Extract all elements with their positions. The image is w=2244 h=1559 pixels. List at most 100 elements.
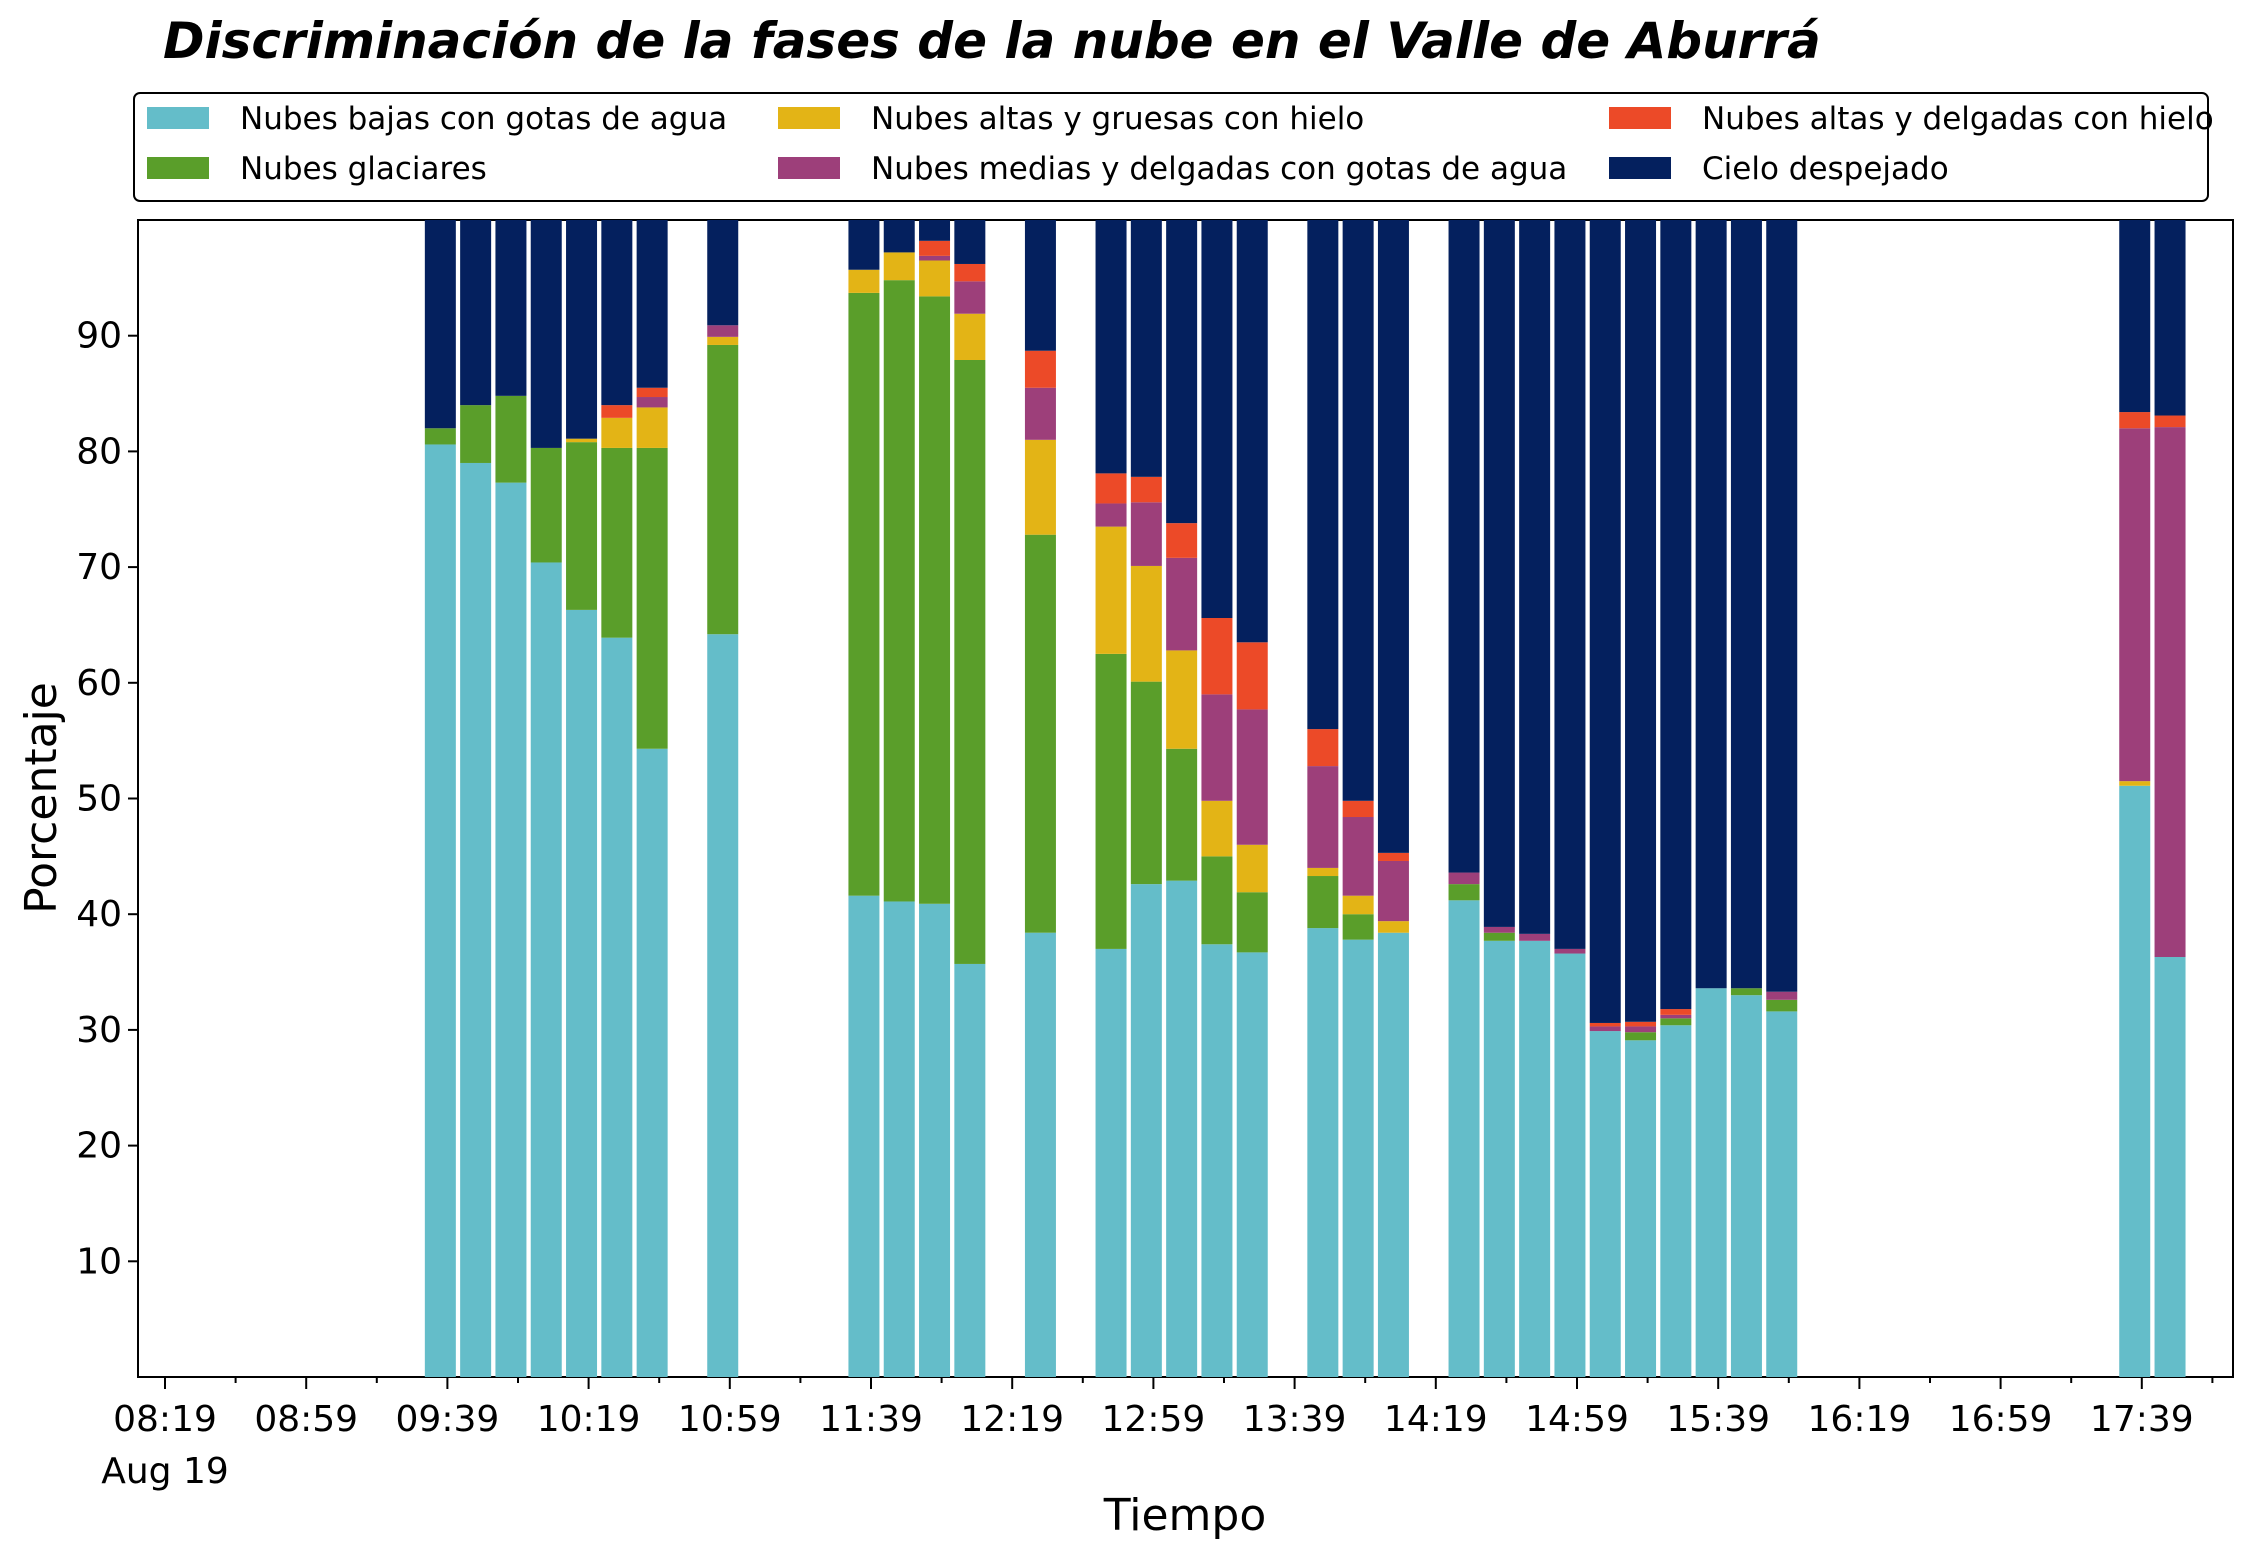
- bar-16-series-2: [1201, 800, 1233, 857]
- bar-1-series-0: [460, 462, 492, 1378]
- bar-6-series-0: [636, 748, 668, 1377]
- bar-4-series-0: [566, 609, 598, 1377]
- bar-8-series-5: [848, 220, 880, 270]
- bar-8-series-0: [848, 895, 880, 1377]
- bar-20-series-2: [1377, 921, 1409, 933]
- bar-11-series-0: [954, 963, 986, 1377]
- bar-13-series-3: [1095, 503, 1127, 527]
- bar-30-series-3: [1766, 991, 1798, 1000]
- bar-10-series-3: [919, 255, 951, 261]
- bar-4-series-2: [566, 438, 598, 443]
- bar-17-series-3: [1236, 709, 1268, 845]
- x-tick-sublabel: Aug 19: [101, 1451, 229, 1492]
- bar-17-series-1: [1236, 892, 1268, 953]
- x-axis-label: Tiempo: [1103, 1490, 1267, 1541]
- bar-11-series-4: [954, 263, 986, 282]
- y-tick-label: 50: [76, 779, 122, 820]
- bar-22-series-3: [1483, 926, 1515, 933]
- bar-5-series-0: [601, 637, 633, 1377]
- y-tick-label: 90: [76, 316, 122, 357]
- bar-18-series-5: [1307, 220, 1339, 730]
- bar-15-series-1: [1166, 748, 1198, 881]
- bar-5-series-4: [601, 405, 633, 418]
- x-tick-label: 14:19: [1384, 1399, 1488, 1440]
- bar-31-series-4: [2119, 412, 2151, 429]
- y-tick-label: 40: [76, 894, 122, 935]
- bar-31-series-0: [2119, 785, 2151, 1377]
- bar-27-series-4: [1660, 1009, 1692, 1015]
- legend-swatch: [1609, 107, 1671, 129]
- y-tick-label: 10: [76, 1241, 122, 1282]
- bar-16-series-5: [1201, 220, 1233, 619]
- legend-item-3: Nubes medias y delgadas con gotas de agu…: [778, 151, 1567, 187]
- bar-14-series-5: [1130, 220, 1162, 477]
- bar-14-series-1: [1130, 681, 1162, 885]
- bar-19-series-5: [1342, 220, 1374, 801]
- bar-14-series-4: [1130, 476, 1162, 503]
- y-tick-label: 20: [76, 1126, 122, 1167]
- bar-7-series-2: [707, 336, 739, 345]
- bar-13-series-1: [1095, 653, 1127, 949]
- legend-label: Nubes glaciares: [240, 151, 487, 187]
- bar-8-series-1: [848, 292, 880, 896]
- bar-2-series-1: [495, 395, 527, 483]
- bar-23-series-5: [1519, 220, 1551, 934]
- bar-22-series-5: [1483, 220, 1515, 927]
- x-tick-label: 16:59: [1949, 1399, 2053, 1440]
- x-tick-label: 11:39: [819, 1399, 923, 1440]
- bar-18-series-0: [1307, 928, 1339, 1377]
- bar-16-series-1: [1201, 856, 1233, 945]
- bar-24-series-0: [1554, 953, 1586, 1377]
- y-tick-label: 60: [76, 663, 122, 704]
- legend-box: [133, 92, 2209, 202]
- bar-25-series-3: [1589, 1026, 1621, 1032]
- legend-item-5: Cielo despejado: [1609, 151, 1949, 187]
- bar-0-series-0: [424, 444, 456, 1378]
- bar-22-series-0: [1483, 940, 1515, 1377]
- legend-label: Nubes altas y gruesas con hielo: [871, 101, 1364, 137]
- bar-23-series-3: [1519, 933, 1551, 941]
- bar-16-series-3: [1201, 694, 1233, 801]
- bar-32-series-4: [2154, 415, 2186, 428]
- bar-16-series-0: [1201, 944, 1233, 1377]
- legend-label: Cielo despejado: [1702, 151, 1949, 187]
- bar-18-series-4: [1307, 729, 1339, 767]
- bar-11-series-1: [954, 360, 986, 964]
- bar-21-series-5: [1448, 220, 1480, 873]
- bar-5-series-2: [601, 417, 633, 448]
- bar-22-series-1: [1483, 932, 1515, 941]
- bar-24-series-3: [1554, 948, 1586, 954]
- y-tick-label: 80: [76, 431, 122, 472]
- bar-27-series-1: [1660, 1018, 1692, 1026]
- x-tick-label: 15:39: [1666, 1399, 1770, 1440]
- bar-28-series-0: [1695, 988, 1727, 1377]
- x-tick-label: 12:19: [960, 1399, 1064, 1440]
- bar-10-series-1: [919, 296, 951, 904]
- legend-label: Nubes medias y delgadas con gotas de agu…: [871, 151, 1567, 187]
- bar-14-series-3: [1130, 502, 1162, 566]
- bar-15-series-5: [1166, 220, 1198, 524]
- bar-9-series-5: [883, 220, 915, 253]
- bar-8-series-2: [848, 269, 880, 293]
- plot-area: 10 20 30 40 50 60 70 80 90 08:19 Aug 19 08:59 09:39…: [76, 219, 2234, 1492]
- bar-9-series-0: [883, 901, 915, 1377]
- bar-15-series-2: [1166, 650, 1198, 749]
- x-tick-label: 16:19: [1808, 1399, 1912, 1440]
- bar-9-series-1: [883, 280, 915, 902]
- y-tick-label: 30: [76, 1010, 122, 1051]
- bar-10-series-4: [919, 240, 951, 256]
- bar-7-series-5: [707, 220, 739, 326]
- bar-5-series-1: [601, 447, 633, 638]
- legend-swatch: [778, 157, 840, 179]
- bar-4-series-1: [566, 442, 598, 610]
- x-tick-label: 09:39: [396, 1399, 500, 1440]
- bar-6-series-4: [636, 387, 668, 398]
- bar-19-series-1: [1342, 914, 1374, 940]
- bar-12-series-4: [1024, 350, 1056, 388]
- bar-29-series-0: [1730, 995, 1762, 1377]
- legend-label: Nubes altas y delgadas con hielo: [1702, 101, 2214, 137]
- bar-7-series-0: [707, 634, 739, 1377]
- bar-21-series-0: [1448, 900, 1480, 1377]
- bar-18-series-1: [1307, 876, 1339, 929]
